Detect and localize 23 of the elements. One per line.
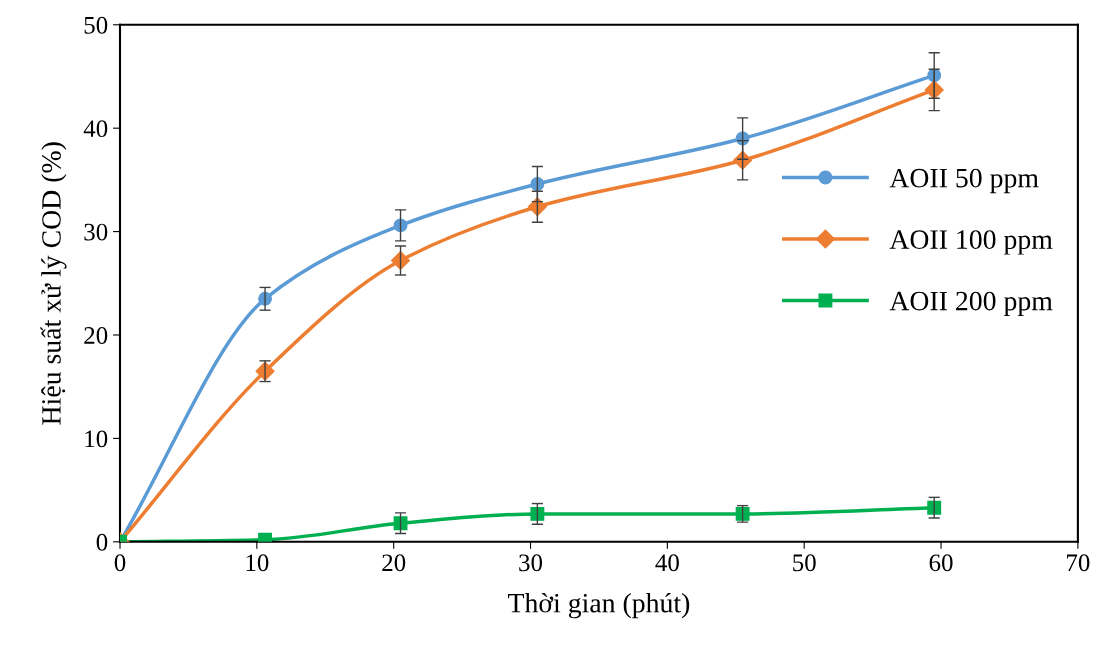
y-tick-label: 30 [84, 223, 108, 241]
x-tick-label: 70 [1067, 554, 1090, 572]
point [530, 506, 545, 521]
y-tick-label: 0 [96, 533, 108, 551]
y-tick-label: 10 [85, 430, 108, 448]
legend-label: AOII 100 ppm [889, 230, 1053, 255]
y-axis-title: Hiệu suất xử lý COD (%) [40, 142, 67, 425]
point [927, 500, 942, 515]
x-tick-label: 40 [655, 554, 679, 572]
x-tick-label: 30 [519, 554, 543, 572]
point [530, 177, 545, 191]
legend-label: AOII 50 ppm [889, 168, 1039, 194]
x-axis-title: Thời gian (phút) [508, 592, 690, 619]
x-tick-label: 0 [114, 554, 126, 572]
point [924, 80, 944, 100]
y-tick-label: 40 [83, 120, 108, 138]
x-tick-label: 20 [382, 554, 406, 572]
legend-label: AOII 200 ppm [889, 291, 1053, 317]
y-tick-label: 50 [84, 16, 108, 34]
x-tick-label: 10 [246, 554, 269, 572]
y-tick-label: 20 [84, 327, 108, 344]
x-tick-label: 60 [929, 554, 953, 572]
x-tick-label: 50 [793, 554, 816, 572]
